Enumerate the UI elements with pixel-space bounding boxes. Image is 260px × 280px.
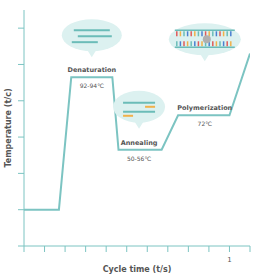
svg-text:Polymerization: Polymerization bbox=[177, 104, 232, 112]
svg-text:92-94℃: 92-94℃ bbox=[80, 82, 104, 89]
svg-text:Temperature (t/c): Temperature (t/c) bbox=[8, 88, 13, 167]
svg-text:1: 1 bbox=[227, 256, 231, 264]
svg-text:Annealing: Annealing bbox=[121, 139, 158, 147]
svg-text:72℃: 72℃ bbox=[198, 120, 213, 127]
svg-text:Cycle time (t/s): Cycle time (t/s) bbox=[103, 265, 172, 274]
svg-text:50-56℃: 50-56℃ bbox=[127, 155, 151, 162]
svg-text:Denaturation: Denaturation bbox=[68, 66, 117, 74]
